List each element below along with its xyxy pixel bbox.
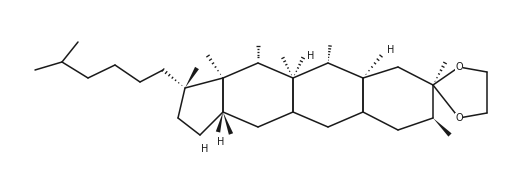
Text: H: H <box>201 144 209 154</box>
Polygon shape <box>223 112 233 135</box>
Text: H: H <box>387 45 395 55</box>
Polygon shape <box>433 118 452 137</box>
Text: H: H <box>307 51 314 61</box>
Text: H: H <box>217 137 225 147</box>
Polygon shape <box>216 112 223 132</box>
Text: O: O <box>455 113 463 123</box>
Text: O: O <box>455 62 463 72</box>
Polygon shape <box>185 67 199 88</box>
